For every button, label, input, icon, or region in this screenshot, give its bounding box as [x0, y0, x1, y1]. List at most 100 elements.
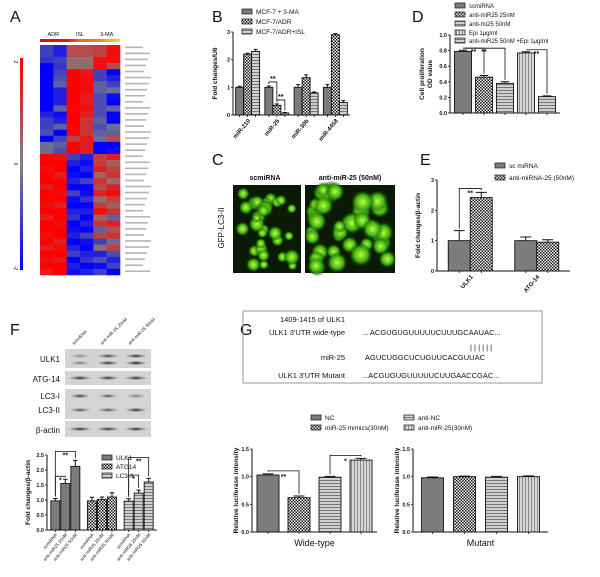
heatmap-cell — [106, 63, 121, 70]
heatmap-cell — [66, 160, 81, 167]
heatmap-cell — [80, 63, 94, 70]
panel-b-legend-swatch — [241, 8, 253, 15]
panel-e-category-label: ULK1 — [460, 274, 475, 290]
heatmap-cell — [106, 141, 121, 149]
blot-row-label: LC3-I — [40, 392, 60, 401]
heatmap-cell — [93, 153, 107, 161]
panel-g-x-axis-label: Wide-type — [294, 538, 335, 548]
panel-d-legend-swatch — [454, 2, 466, 9]
heatmap-cell — [53, 147, 67, 155]
heatmap-cell — [80, 123, 94, 131]
heatmap-cell — [80, 178, 94, 185]
panel-e-y-tick-label: 3 — [431, 178, 434, 184]
heatmap-cell — [66, 141, 81, 149]
heatmap-cell — [106, 105, 121, 112]
cell-blob — [256, 248, 271, 263]
heatmap-cell — [40, 214, 54, 221]
panel-b-y-tick-label: 0 — [227, 113, 230, 119]
panel-e-significance-bracket — [458, 188, 482, 229]
panel-g-bar-group-anti-mir-25-30nm — [517, 476, 540, 533]
heatmap-cell — [53, 63, 67, 70]
heatmap-cell — [93, 75, 107, 82]
heatmap-cell — [53, 99, 67, 106]
heatmap-row-label — [125, 100, 143, 103]
heatmap-cell — [80, 166, 94, 173]
heatmap-cell — [66, 75, 81, 82]
panel-g-significance-label: * — [344, 458, 347, 465]
heatmap-cell — [53, 244, 67, 252]
panel-b-error-bar — [333, 33, 338, 35]
heatmap-cell — [66, 262, 81, 270]
heatmap-cell — [80, 147, 94, 155]
panel-f-bar-ulk1-scmirna — [50, 500, 61, 531]
panel-g-legend-swatch — [403, 414, 415, 421]
cell-blob — [255, 237, 267, 250]
blot-row-label: β-actin — [36, 426, 60, 435]
heatmap-cell — [93, 57, 107, 64]
panel-d-y-axis-label: Cell proliferation — [419, 48, 426, 100]
panel-e-y-axis-label: Fold changes/β-actin — [415, 193, 422, 258]
panel-g-y-tick-label: 0.5 — [402, 502, 410, 508]
heatmap-cell — [80, 75, 94, 82]
heatmap-cell — [106, 250, 121, 258]
heatmap-cell — [66, 93, 81, 100]
panel-b-category-label: miR-210 — [233, 118, 253, 140]
heatmap-cell — [53, 214, 67, 221]
heatmap-cell — [40, 135, 54, 143]
heatmap-cell — [106, 93, 121, 100]
panel-b-error-bar — [304, 74, 309, 78]
heatmap-cell — [93, 99, 107, 106]
cell-blob — [313, 195, 334, 216]
blot-band — [70, 393, 90, 399]
panel-b-bar-mir-4458-mcf-7-adr-isl — [338, 102, 348, 116]
panel-g-y-axis-label: Relative luciferase intensity — [233, 447, 240, 533]
heatmap-cell — [106, 172, 121, 179]
panel-g-legend-label: anti-NC — [418, 415, 440, 422]
heatmap-cell — [80, 244, 94, 252]
heatmap-cell — [106, 153, 121, 161]
color-scale-label: 0 — [12, 163, 18, 166]
panel-b-category-label: miR-25 — [264, 118, 282, 138]
heatmap-cell — [80, 268, 94, 276]
heatmap-cell — [93, 238, 107, 246]
panel-e-error-bar — [475, 191, 487, 198]
heatmap-cell — [53, 202, 67, 209]
heatmap-cell — [93, 196, 107, 203]
panel-b-y-tick-label: 1 — [227, 85, 230, 91]
heatmap-cell — [40, 196, 54, 203]
panel-g-error-bar — [523, 475, 534, 477]
heatmap-row-label — [125, 149, 145, 151]
panel-d-legend-swatch — [454, 11, 466, 18]
heatmap-cell — [80, 172, 94, 179]
heatmap-cell — [93, 178, 107, 185]
heatmap-row-label — [125, 246, 149, 248]
heatmap-row-label — [125, 119, 146, 121]
heatmap-cell — [93, 166, 107, 173]
blot-band — [97, 353, 119, 359]
heatmap-row-label — [125, 270, 150, 273]
panel-g-error-bar — [491, 475, 502, 478]
blot-band — [125, 360, 147, 366]
heatmap-cell — [93, 105, 107, 112]
heatmap-cell — [80, 220, 94, 227]
heatmap-row-label — [125, 88, 147, 91]
blot-band — [69, 360, 91, 366]
sequence-row-label: ULK1 3'UTR wide-type — [269, 328, 345, 337]
cell-blob — [235, 221, 250, 237]
heatmap-cell — [53, 250, 67, 258]
heatmap-cell — [93, 51, 107, 58]
panel-g-legend-swatch — [310, 414, 322, 421]
heatmap-cell — [106, 69, 121, 76]
heatmap-cell — [40, 141, 54, 149]
panel-f-error-bar — [73, 459, 78, 467]
panel-f-bar-lc3-ii-anti-mir25-50nm — [143, 481, 154, 531]
heatmap-cell — [40, 93, 54, 100]
heatmap-cell — [66, 129, 81, 137]
panel-e-bar-atg-14-anti-mirna-25-50nm — [536, 241, 560, 272]
panel-g-error-bar — [427, 476, 438, 478]
panel-g-y-tick-label: 0.0 — [241, 530, 249, 536]
panel-e-category-label: ATG-14 — [523, 274, 541, 294]
heatmap-cell — [40, 75, 54, 82]
panel-d-legend-swatch — [454, 29, 466, 36]
panel-f-y-tick-label: 1.5 — [36, 483, 44, 489]
